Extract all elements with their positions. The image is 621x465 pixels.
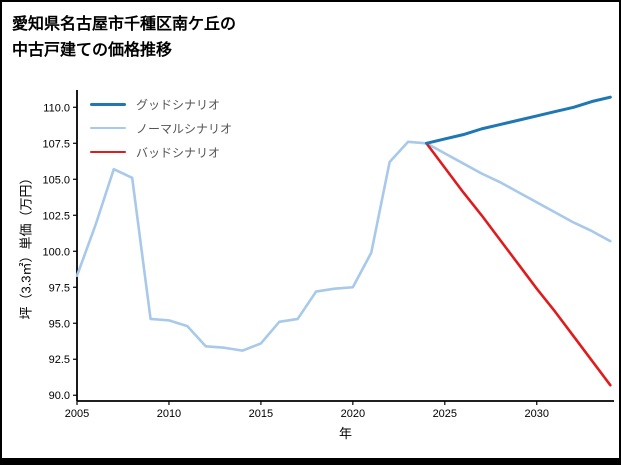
series-line-bad [425,141,612,387]
y-tick-label: 97.5 [49,282,70,294]
legend-label: バッドシナリオ [136,145,221,160]
chart-title-line2: 中古戸建ての価格推移 [12,41,173,59]
legend-line-swatch [90,150,126,154]
legend-label: ノーマルシナリオ [136,121,233,136]
legend-line-swatch [90,102,126,106]
legend-item-good: グッドシナリオ [90,92,232,116]
y-tick-label: 110.0 [43,102,70,114]
chart-legend: グッドシナリオ ノーマルシナリオ バッドシナリオ [90,92,232,164]
y-tick-label: 90.0 [49,390,70,402]
y-axis-label-wrap: 坪（3.3㎡）単価（万円） [10,90,40,401]
y-axis-label: 坪（3.3㎡）単価（万円） [18,171,34,320]
x-tick-label: 2030 [525,408,549,420]
x-tick-label: 2025 [433,408,457,420]
chart-title-line1: 愛知県名古屋市千種区南ケ丘の [12,16,237,33]
bottom-border-bar [2,458,619,463]
legend-label: グッドシナリオ [136,97,221,112]
legend-item-bad: バッドシナリオ [90,140,232,164]
legend-line-swatch [90,126,126,130]
legend-item-normal: ノーマルシナリオ [90,116,232,140]
y-tick-label: 102.5 [42,210,70,222]
y-tick-label: 107.5 [42,138,70,150]
y-tick-label: 92.5 [49,354,70,366]
series-line-normal [75,140,612,352]
x-tick-label: 2020 [341,408,365,420]
x-tick-label: 2005 [65,408,89,420]
series-line-good [424,95,612,145]
x-tick-label: 2010 [157,408,181,420]
y-tick-label: 100.0 [42,246,70,258]
x-axis-label: 年 [338,426,352,441]
x-tick-label: 2015 [249,408,273,420]
y-tick-label: 105.0 [42,174,70,186]
y-tick-label: 95.0 [49,318,70,330]
chart-title: 愛知県名古屋市千種区南ケ丘の 中古戸建ての価格推移 [12,12,236,63]
